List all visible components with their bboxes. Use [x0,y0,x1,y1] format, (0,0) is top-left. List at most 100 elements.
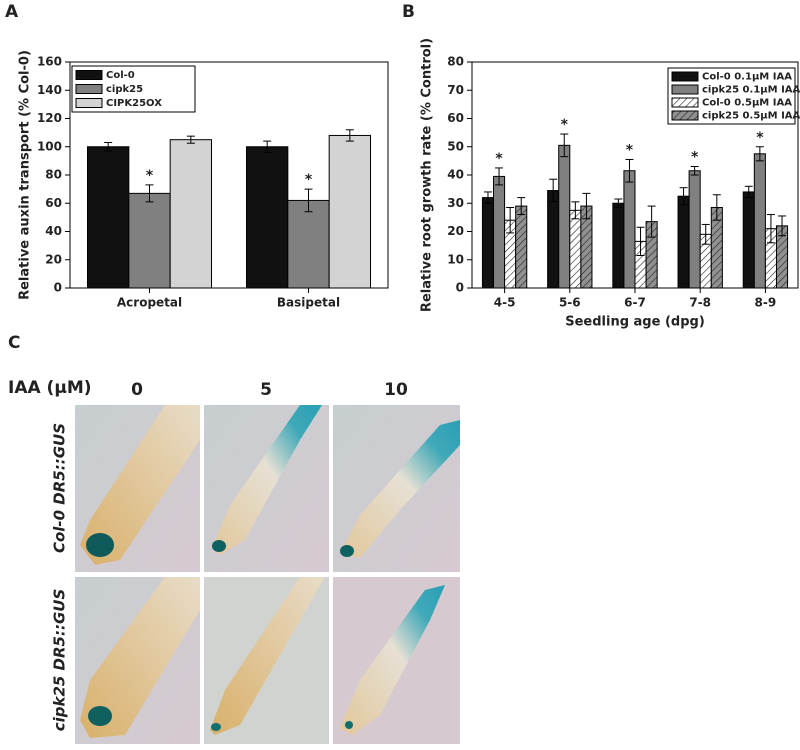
column-header: 0 [131,380,143,400]
error-bar [647,205,656,238]
error-bar [506,206,515,234]
error-bar [679,187,688,206]
y-tick-label: 0 [54,281,62,295]
bar [515,205,528,289]
bar [86,146,130,289]
legend-label: cipk25 0.5μM IAA [702,111,800,122]
x-tick-label: 5-6 [559,296,581,310]
column-header: 5 [260,380,272,400]
y-tick-label: 10 [447,252,464,266]
y-axis-label: Relative auxin transport (% Col-0) [18,50,33,300]
x-tick-label: 4-5 [494,296,516,310]
x-tick-label: 7-8 [689,296,711,310]
error-bar [625,158,634,183]
y-tick-label: 120 [37,111,62,125]
error-bar [701,223,710,245]
y-tick-label: 20 [45,252,62,266]
panel-label: C [8,333,20,353]
y-tick-label: 30 [447,196,464,210]
legend-label: Col-0 [106,70,135,81]
y-tick-label: 40 [447,168,464,182]
error-bar [778,215,787,237]
error-bar [345,129,354,142]
legend-label: Col-0 0.5μM IAA [702,98,792,109]
bar [623,170,636,289]
bar [569,209,582,289]
bar [287,199,330,289]
y-tick-label: 80 [447,55,464,69]
x-tick-label: 8-9 [755,296,777,310]
legend-swatch [671,84,699,95]
y-tick-label: 160 [37,55,62,69]
legend-swatch [75,84,103,94]
error-bar [582,192,591,220]
bar [753,153,766,289]
legend-label: cipk25 [106,84,143,95]
bar [612,202,625,289]
y-tick-label: 80 [45,168,62,182]
error-bar [104,142,113,152]
column-header: 10 [384,380,408,400]
bar [245,146,289,289]
error-bar [263,140,272,153]
bar [547,190,560,289]
x-tick-label: Acropetal [117,296,182,310]
bar [688,170,701,289]
legend-swatch [671,110,699,121]
y-tick-label: 140 [37,83,62,97]
legend-swatch [75,98,103,108]
error-bar [636,226,645,257]
significance: * [691,150,699,166]
y-tick-label: 40 [45,224,62,238]
panel-c-images [75,405,460,744]
x-tick-label: 6-7 [624,296,646,310]
bar [677,195,690,289]
error-bar [304,188,313,213]
y-axis-label: Relative root growth rate (% Control) [420,38,435,312]
panel-label: B [402,2,415,22]
error-bar [186,135,195,144]
significance: * [626,142,634,158]
significance: * [305,172,313,188]
legend-label: cipk25 0.1μM IAA [702,85,800,96]
error-bar [755,146,764,162]
bar [169,139,213,289]
bar [481,197,495,289]
row-label: cipk25 DR5::GUS [51,589,69,732]
row-header: IAA (μM) [8,378,92,398]
significance: * [146,168,154,184]
legend-label: CIPK25OX [106,98,162,109]
error-bar [571,201,580,220]
legend-swatch [671,71,699,82]
error-bar [690,166,699,176]
significance: * [756,130,764,146]
bar [328,134,372,289]
error-bar [495,167,504,186]
row-label: Col-0 DR5::GUS [51,423,69,553]
error-bar [560,133,569,158]
error-bar [614,198,623,208]
error-bar [744,185,753,199]
bar [742,191,755,289]
y-tick-label: 20 [447,224,464,238]
error-bar [517,197,526,216]
error-bar [483,191,492,204]
legend-label: Col-0 0.1μM IAA [702,72,792,83]
error-bar [766,214,775,244]
panel-label: A [5,2,19,22]
significance: * [495,151,503,167]
y-tick-label: 60 [447,111,464,125]
y-tick-label: 70 [447,83,464,97]
legend-swatch [75,70,103,80]
significance: * [561,117,569,133]
error-bar [712,194,721,221]
bar [493,175,506,289]
error-bar [145,184,154,203]
y-tick-label: 0 [456,281,464,295]
error-bar [549,178,558,203]
legend-swatch [671,97,699,108]
y-tick-label: 50 [447,139,464,153]
x-tick-label: Basipetal [277,296,340,310]
y-tick-label: 100 [37,139,62,153]
